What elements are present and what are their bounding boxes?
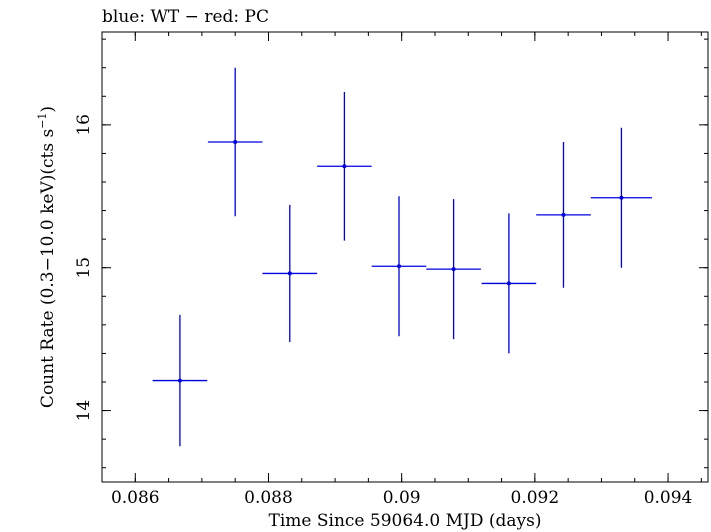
data-point bbox=[590, 127, 653, 268]
point-marker bbox=[619, 195, 624, 200]
y-axis-ticks bbox=[102, 38, 708, 469]
y-tick-label: 14 bbox=[74, 400, 94, 422]
x-axis-ticks bbox=[101, 32, 702, 482]
point-marker bbox=[506, 281, 511, 286]
point-marker bbox=[397, 264, 402, 269]
data-point bbox=[262, 204, 318, 342]
data-point bbox=[152, 314, 208, 447]
x-axis-label: Time Since 59064.0 MJD (days) bbox=[269, 511, 542, 531]
x-axis-tick-labels: 0.086 0.088 0.09 0.092 0.094 bbox=[111, 488, 692, 508]
series-wt bbox=[152, 67, 653, 447]
x-tick-label: 0.094 bbox=[644, 488, 693, 508]
y-axis-label-close: ) bbox=[38, 106, 58, 113]
point-marker bbox=[177, 378, 182, 383]
x-tick-label: 0.09 bbox=[383, 488, 421, 508]
x-tick-label: 0.088 bbox=[244, 488, 293, 508]
point-marker bbox=[233, 140, 238, 144]
y-axis-tick-labels: 14 15 16 bbox=[74, 114, 94, 421]
x-tick-label: 0.086 bbox=[111, 488, 160, 508]
point-marker bbox=[287, 271, 292, 276]
x-tick-label: 0.092 bbox=[511, 488, 560, 508]
y-axis-label-main: Count Rate (0.3−10.0 keV)(cts s bbox=[38, 129, 58, 408]
data-point bbox=[317, 92, 372, 241]
data-point bbox=[426, 199, 481, 340]
chart-title: blue: WT − red: PC bbox=[102, 7, 269, 27]
point-marker bbox=[561, 212, 566, 217]
data-point bbox=[207, 67, 263, 217]
y-tick-label: 16 bbox=[74, 114, 94, 136]
data-point bbox=[481, 213, 537, 354]
y-axis-label-superscript: −1 bbox=[36, 113, 49, 129]
y-axis-label: Count Rate (0.3−10.0 keV)(cts s−1) bbox=[36, 106, 58, 408]
data-point bbox=[536, 142, 591, 288]
point-marker bbox=[451, 267, 456, 272]
point-marker bbox=[342, 164, 347, 169]
data-point bbox=[371, 196, 427, 337]
plot-frame bbox=[101, 31, 709, 483]
y-tick-label: 15 bbox=[74, 257, 94, 279]
